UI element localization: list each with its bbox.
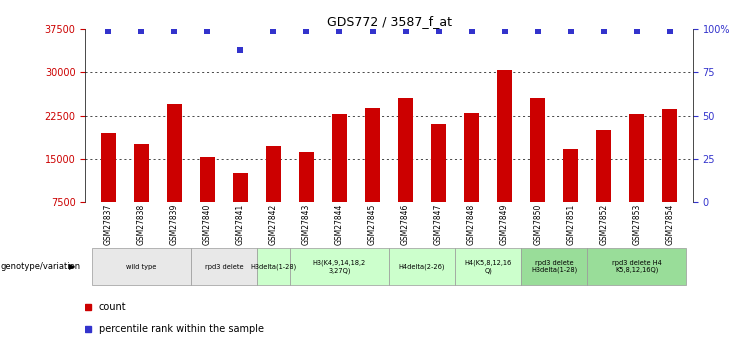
Bar xyxy=(332,114,347,202)
Bar xyxy=(563,149,578,202)
Text: GSM27848: GSM27848 xyxy=(467,204,476,245)
Text: rpd3 delete
H3delta(1-28): rpd3 delete H3delta(1-28) xyxy=(531,260,577,273)
Bar xyxy=(92,248,191,285)
Point xyxy=(598,28,610,34)
Text: rpd3 delete H4
K5,8,12,16Q): rpd3 delete H4 K5,8,12,16Q) xyxy=(612,260,662,273)
Point xyxy=(565,28,576,34)
Text: GSM27849: GSM27849 xyxy=(500,204,509,245)
Point xyxy=(102,28,114,34)
Text: GSM27854: GSM27854 xyxy=(665,204,674,245)
Point xyxy=(499,28,511,34)
Bar xyxy=(167,104,182,202)
Text: GSM27845: GSM27845 xyxy=(368,204,377,245)
Text: GSM27847: GSM27847 xyxy=(434,204,443,245)
Bar xyxy=(290,248,389,285)
Bar xyxy=(257,248,290,285)
Point xyxy=(465,28,477,34)
Text: GSM27853: GSM27853 xyxy=(632,204,641,245)
Bar xyxy=(266,146,281,202)
Point xyxy=(631,28,642,34)
Point xyxy=(202,28,213,34)
Bar xyxy=(101,133,116,202)
Text: GSM27843: GSM27843 xyxy=(302,204,311,245)
Point xyxy=(664,28,676,34)
Text: H3delta(1-28): H3delta(1-28) xyxy=(250,263,296,270)
Text: H3(K4,9,14,18,2
3,27Q): H3(K4,9,14,18,2 3,27Q) xyxy=(313,259,366,274)
Text: wild type: wild type xyxy=(126,264,156,269)
Bar xyxy=(389,248,455,285)
Text: GSM27844: GSM27844 xyxy=(335,204,344,245)
Bar xyxy=(521,248,587,285)
Point xyxy=(234,47,246,53)
Text: rpd3 delete: rpd3 delete xyxy=(205,264,243,269)
Text: count: count xyxy=(99,302,126,312)
Point xyxy=(301,28,313,34)
Text: GSM27842: GSM27842 xyxy=(269,204,278,245)
Text: GSM27840: GSM27840 xyxy=(203,204,212,245)
Point xyxy=(399,28,411,34)
Bar xyxy=(200,157,215,202)
Bar xyxy=(365,108,380,202)
Text: H4(K5,8,12,16
Q): H4(K5,8,12,16 Q) xyxy=(465,259,512,274)
Bar xyxy=(587,248,686,285)
Point xyxy=(433,28,445,34)
Bar xyxy=(662,109,677,202)
Bar xyxy=(431,124,446,202)
Bar xyxy=(497,70,512,202)
Text: GSM27838: GSM27838 xyxy=(137,204,146,245)
Text: GSM27852: GSM27852 xyxy=(599,204,608,245)
Bar xyxy=(191,248,257,285)
Text: GSM27846: GSM27846 xyxy=(401,204,410,245)
Bar xyxy=(233,173,247,202)
Point xyxy=(532,28,544,34)
Text: GSM27851: GSM27851 xyxy=(566,204,575,245)
Point xyxy=(136,28,147,34)
Bar xyxy=(531,98,545,202)
Bar xyxy=(464,113,479,202)
Bar xyxy=(398,98,413,202)
Bar xyxy=(134,144,149,202)
Title: GDS772 / 3587_f_at: GDS772 / 3587_f_at xyxy=(327,15,451,28)
Text: GSM27837: GSM27837 xyxy=(104,204,113,245)
Bar xyxy=(455,248,521,285)
Text: H4delta(2-26): H4delta(2-26) xyxy=(399,263,445,270)
Bar xyxy=(597,130,611,202)
Text: genotype/variation: genotype/variation xyxy=(1,262,81,271)
Text: ▶: ▶ xyxy=(69,262,75,271)
Text: GSM27850: GSM27850 xyxy=(533,204,542,245)
Text: GSM27841: GSM27841 xyxy=(236,204,245,245)
Text: percentile rank within the sample: percentile rank within the sample xyxy=(99,325,264,334)
Text: GSM27839: GSM27839 xyxy=(170,204,179,245)
Bar xyxy=(299,152,314,202)
Point xyxy=(333,28,345,34)
Point xyxy=(168,28,180,34)
Point xyxy=(268,28,279,34)
Bar xyxy=(629,115,644,202)
Point xyxy=(367,28,379,34)
